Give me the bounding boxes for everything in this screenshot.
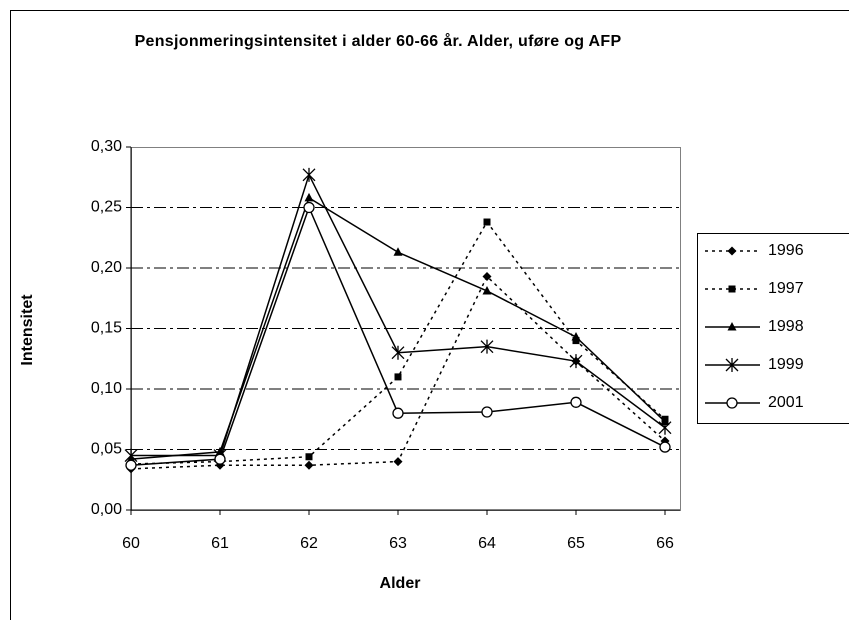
marker — [572, 337, 580, 345]
legend-label: 1997 — [768, 280, 804, 297]
x-tick-label: 61 — [211, 535, 229, 552]
marker — [482, 271, 492, 281]
marker — [569, 354, 583, 369]
marker — [394, 373, 402, 381]
marker — [214, 453, 226, 465]
x-tick-label: 63 — [389, 535, 407, 552]
legend-box — [697, 233, 849, 424]
marker — [392, 407, 404, 419]
chart-border — [10, 10, 849, 620]
marker — [482, 285, 492, 295]
y-tick-label: 0,05 — [91, 441, 122, 458]
marker — [571, 331, 581, 341]
x-tick-label: 62 — [300, 535, 318, 552]
y-tick-label: 0,20 — [91, 259, 122, 276]
legend-marker — [726, 397, 738, 409]
marker — [658, 420, 672, 435]
legend-marker — [727, 246, 737, 256]
marker — [393, 457, 403, 467]
legend-marker — [728, 285, 736, 293]
legend-marker — [727, 322, 737, 331]
x-tick-label: 66 — [656, 535, 674, 552]
x-tick-label: 64 — [478, 535, 496, 552]
x-tick-label: 60 — [122, 535, 140, 552]
series-line — [130, 205, 666, 466]
marker — [483, 218, 491, 226]
marker — [480, 339, 494, 354]
marker — [304, 192, 314, 202]
marker — [305, 453, 313, 461]
marker — [659, 441, 671, 453]
marker — [303, 201, 315, 214]
legend-marker — [725, 358, 739, 372]
y-axis-label: Intensitet — [19, 294, 36, 366]
marker — [304, 460, 314, 470]
marker — [570, 396, 582, 408]
marker — [302, 167, 316, 182]
marker — [391, 345, 405, 360]
y-tick-label: 0,25 — [91, 199, 122, 216]
legend-label: 1999 — [768, 356, 804, 373]
y-tick-label: 0,30 — [91, 138, 122, 155]
legend-label: 1998 — [768, 318, 804, 335]
marker — [125, 459, 137, 471]
marker — [481, 406, 493, 418]
y-tick-label: 0,00 — [91, 501, 122, 518]
y-tick-label: 0,10 — [91, 380, 122, 397]
x-axis-label: Alder — [380, 575, 421, 592]
legend-label: 2001 — [768, 394, 804, 411]
y-tick-label: 0,15 — [91, 320, 122, 337]
x-tick-label: 65 — [567, 535, 585, 552]
marker — [393, 247, 403, 256]
series-line — [130, 275, 666, 470]
series-line — [130, 220, 666, 465]
chart-title: Pensjonmeringsintensitet i alder 60-66 å… — [134, 33, 622, 50]
legend-label: 1996 — [768, 242, 804, 259]
